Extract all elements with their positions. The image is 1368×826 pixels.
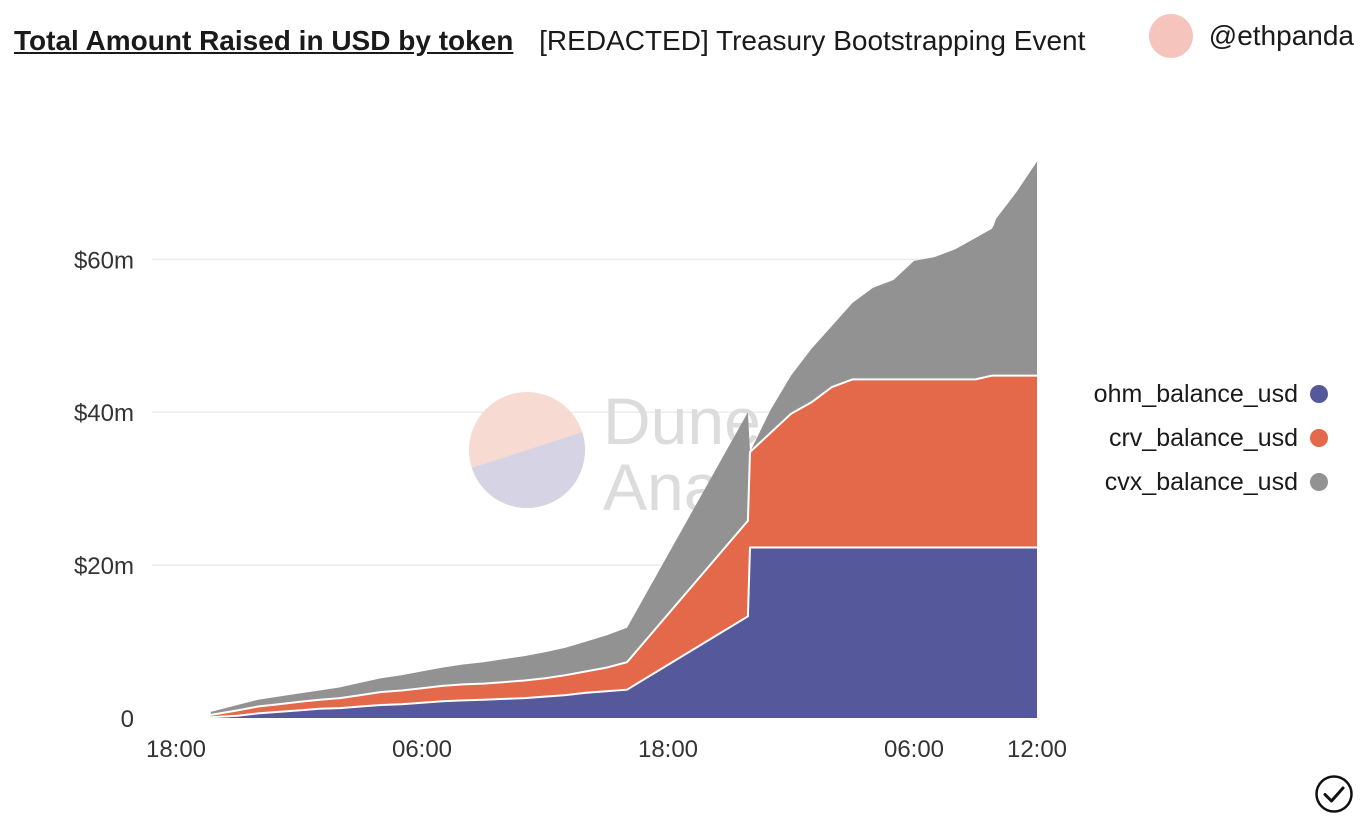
legend-dot-icon bbox=[1310, 429, 1328, 447]
legend-label: ohm_balance_usd bbox=[1093, 379, 1298, 408]
y-tick-label: $20m bbox=[74, 553, 134, 580]
legend-item-ohm_balance_usd[interactable]: ohm_balance_usd bbox=[1050, 372, 1328, 416]
y-tick-label: $40m bbox=[74, 400, 134, 427]
y-tick-label: 0 bbox=[121, 706, 134, 733]
x-tick-label: 06:00 bbox=[392, 736, 452, 763]
legend-item-crv_balance_usd[interactable]: crv_balance_usd bbox=[1050, 416, 1328, 460]
watermark-logo-lower-half bbox=[471, 432, 585, 508]
legend-dot-icon bbox=[1310, 385, 1328, 403]
author-name[interactable]: @ethpanda bbox=[1208, 20, 1354, 51]
legend-dot-icon bbox=[1310, 473, 1328, 491]
legend: ohm_balance_usd crv_balance_usd cvx_balanc… bbox=[1050, 372, 1328, 504]
x-tick-label: 12:00 bbox=[1007, 736, 1067, 763]
boundary-crv_balance_usd bbox=[210, 374, 1037, 716]
boundary-ohm_balance_usd bbox=[210, 546, 1037, 719]
chart-title[interactable]: Total Amount Raised in USD by token bbox=[14, 25, 514, 56]
chart-subtitle: [REDACTED] Treasury Bootstrapping Event bbox=[539, 25, 1086, 56]
legend-label: cvx_balance_usd bbox=[1104, 467, 1298, 496]
x-axis-labels: 18:00 06:00 18:00 06:00 12:00 bbox=[146, 736, 1067, 763]
x-tick-label: 18:00 bbox=[146, 736, 206, 763]
y-axis-labels: 0 $20m $40m $60m bbox=[74, 247, 134, 733]
area-ohm_balance_usd[interactable] bbox=[210, 547, 1038, 719]
x-tick-label: 18:00 bbox=[638, 736, 698, 763]
area-crv_balance_usd[interactable] bbox=[210, 375, 1038, 718]
check-circle-icon[interactable] bbox=[1314, 774, 1354, 814]
y-tick-label: $60m bbox=[74, 247, 134, 274]
legend-label: crv_balance_usd bbox=[1108, 423, 1298, 452]
chart-header: Total Amount Raised in USD by token [RED… bbox=[14, 18, 1114, 64]
avatar[interactable] bbox=[1148, 14, 1193, 58]
x-tick-label: 06:00 bbox=[884, 736, 944, 763]
legend-item-cvx_balance_usd[interactable]: cvx_balance_usd bbox=[1050, 460, 1328, 504]
area-series bbox=[210, 161, 1038, 719]
author[interactable]: @ethpanda bbox=[1148, 14, 1354, 58]
